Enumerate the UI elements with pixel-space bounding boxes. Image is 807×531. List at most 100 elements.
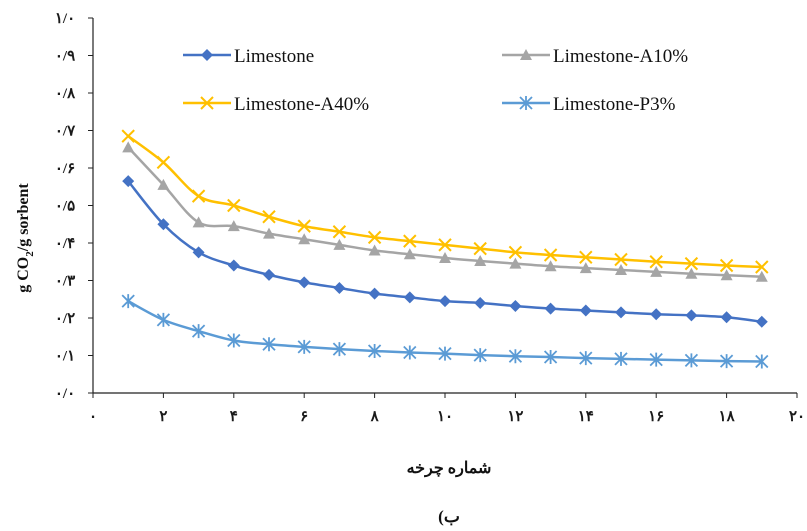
tick-labels: ۰ ۲ ۴ ۶ ۸ ۱۰ ۱۲ ۱۴ ۱۶ ۱۸ ۲۰ ۰/۰ ۰/۱ ۰/۲ ۰/۳ ۰/۴ ۰/۵ ۰/۶ ۰/… bbox=[55, 11, 805, 425]
series-2 bbox=[121, 129, 769, 274]
data-point bbox=[403, 248, 416, 260]
data-point bbox=[509, 257, 522, 269]
data-point bbox=[227, 333, 241, 348]
data-point bbox=[649, 255, 663, 269]
series-1 bbox=[122, 141, 768, 282]
data-point bbox=[367, 344, 382, 358]
data-point bbox=[755, 315, 768, 328]
data-point bbox=[614, 351, 628, 366]
data-point bbox=[684, 353, 699, 368]
data-point bbox=[720, 311, 733, 324]
data-point bbox=[615, 264, 627, 275]
data-point bbox=[579, 304, 592, 317]
data-point bbox=[439, 295, 451, 308]
y-tick-label: ۰/۸ bbox=[55, 86, 76, 102]
data-point bbox=[438, 238, 452, 252]
data-point bbox=[755, 270, 768, 282]
data-point bbox=[227, 259, 240, 272]
data-point bbox=[473, 241, 487, 256]
data-point bbox=[614, 252, 628, 267]
x-tick-label: ۸ bbox=[370, 409, 380, 425]
data-point bbox=[579, 250, 593, 264]
series-0 bbox=[122, 175, 768, 328]
data-point bbox=[403, 234, 417, 248]
data-point bbox=[156, 155, 171, 170]
data-point bbox=[473, 348, 487, 363]
data-point bbox=[192, 246, 205, 259]
y-tick-label: ۰/۵ bbox=[55, 199, 75, 215]
y-tick-label: ۰/۴ bbox=[55, 236, 75, 252]
data-point bbox=[333, 238, 346, 250]
data-point bbox=[650, 308, 663, 321]
legend-item: Limestone-A40% bbox=[183, 94, 369, 115]
data-point bbox=[615, 306, 627, 319]
data-point bbox=[367, 230, 382, 245]
x-tick-label: ۰ bbox=[89, 409, 97, 425]
data-point bbox=[649, 352, 663, 367]
data-point bbox=[156, 312, 171, 327]
legend-item: Limestone bbox=[183, 46, 314, 67]
y-axis-title-main: g CO bbox=[15, 257, 32, 293]
data-point bbox=[543, 350, 558, 364]
data-point bbox=[508, 245, 523, 260]
y-tick-label: ۰/۰ bbox=[55, 386, 75, 402]
data-point bbox=[439, 252, 451, 263]
data-point bbox=[297, 219, 311, 233]
y-tick-label: ۰/۱ bbox=[55, 349, 75, 365]
data-point bbox=[368, 244, 381, 256]
data-series bbox=[121, 129, 769, 369]
data-point bbox=[192, 216, 205, 228]
data-point bbox=[509, 300, 522, 312]
data-point bbox=[474, 255, 487, 266]
data-point bbox=[685, 309, 698, 322]
data-point bbox=[191, 324, 206, 339]
x-axis-title: شماره چرخه bbox=[407, 460, 492, 478]
y-tick-label: ۰/۷ bbox=[55, 124, 76, 140]
legend-item: Limestone-P3% bbox=[502, 94, 676, 115]
y-tick-label: ۰/۹ bbox=[55, 49, 75, 65]
data-point bbox=[298, 233, 311, 245]
data-point bbox=[685, 267, 698, 279]
data-point bbox=[297, 339, 311, 354]
x-tick-label: ۱۰ bbox=[437, 409, 453, 425]
y-axis-title: g CO2/g sorbent bbox=[15, 183, 36, 293]
data-point bbox=[543, 248, 558, 262]
legend-label: Limestone-A40% bbox=[234, 94, 369, 115]
y-tick-label: ۰/۳ bbox=[55, 274, 75, 290]
y-tick-label: ۰/۶ bbox=[55, 161, 75, 177]
x-tick-label: ۱۴ bbox=[578, 409, 594, 425]
data-point bbox=[263, 227, 275, 239]
data-point bbox=[474, 297, 487, 309]
x-tick-label: ۱۸ bbox=[719, 409, 736, 425]
y-tick-label: ۱/۰ bbox=[55, 11, 75, 27]
data-point bbox=[403, 345, 417, 360]
data-point bbox=[520, 49, 532, 60]
x-tick-label: ۱۲ bbox=[507, 409, 523, 425]
data-point bbox=[201, 49, 213, 61]
data-point bbox=[227, 220, 240, 232]
data-point bbox=[719, 258, 734, 273]
data-point bbox=[121, 294, 135, 309]
x-tick-label: ۱۶ bbox=[648, 409, 664, 425]
data-point bbox=[650, 265, 663, 277]
axes bbox=[88, 17, 798, 398]
data-point bbox=[755, 260, 769, 274]
data-point bbox=[332, 225, 347, 239]
data-point bbox=[519, 96, 533, 110]
data-point bbox=[263, 268, 275, 281]
data-point bbox=[438, 346, 452, 361]
data-point bbox=[191, 189, 206, 203]
data-point bbox=[157, 218, 170, 231]
data-point bbox=[684, 256, 699, 271]
x-tick-label: ۶ bbox=[300, 409, 308, 425]
legend-label: Limestone-P3% bbox=[553, 94, 676, 115]
data-point bbox=[755, 354, 769, 369]
data-point bbox=[157, 178, 170, 190]
data-point bbox=[508, 349, 523, 364]
data-point bbox=[403, 291, 416, 304]
x-tick-label: ۲۰ bbox=[789, 409, 805, 425]
figure-caption: ب) bbox=[438, 507, 460, 526]
y-axis-title-subscript: 2 bbox=[24, 251, 36, 257]
data-point bbox=[579, 262, 592, 274]
